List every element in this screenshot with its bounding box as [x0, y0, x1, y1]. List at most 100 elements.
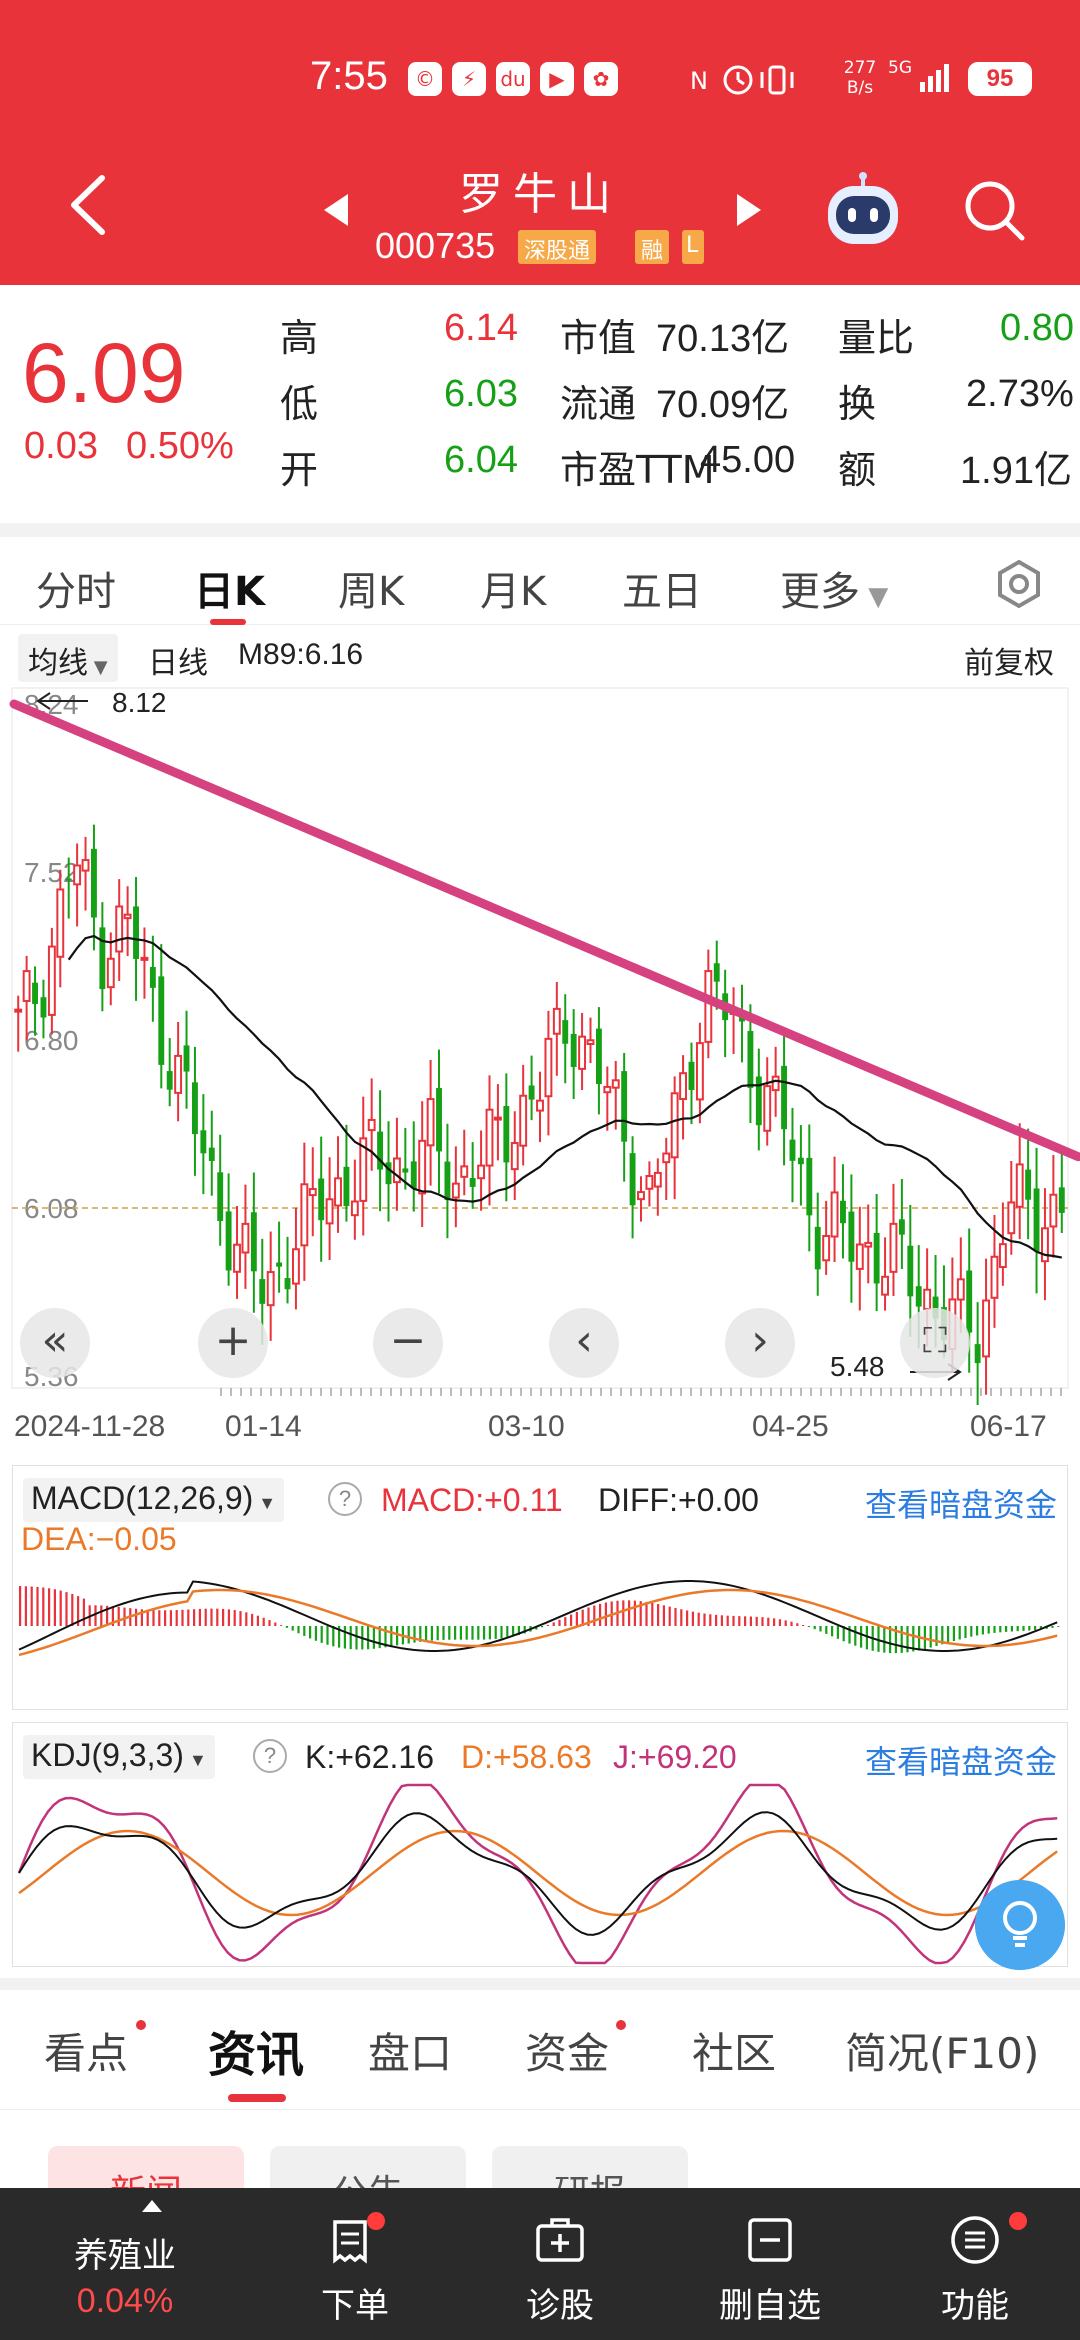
macd-bar [674, 1607, 677, 1626]
gear-icon[interactable] [994, 559, 1044, 609]
zoom-in-button[interactable]: + [198, 1308, 268, 1378]
tab-order-book[interactable]: 盘口 [368, 2029, 453, 2078]
candle-body [32, 982, 38, 1004]
adjust-mode[interactable]: 前复权 [964, 646, 1054, 681]
candle-body [259, 1279, 266, 1304]
zoom-out-button[interactable]: − [373, 1308, 443, 1378]
candle-body [1058, 1187, 1065, 1213]
help-icon[interactable]: ? [253, 1739, 287, 1773]
macd-bar [651, 1602, 654, 1626]
macd-bar [645, 1601, 648, 1626]
tab-intraday[interactable]: 分时 [36, 569, 116, 615]
battery-icon: 95 [968, 62, 1032, 96]
tab-weekly-k[interactable]: 周K [338, 569, 405, 615]
bottom-label: 功能 [941, 2286, 1009, 2326]
diagnose-icon [536, 2218, 584, 2262]
candle-body [670, 1092, 679, 1159]
tab-more[interactable]: 更多 ▼ [780, 559, 888, 617]
trend-line [9, 699, 1080, 1162]
diagnose-button[interactable]: 诊股 [490, 2212, 630, 2332]
quote-label: 高 [280, 316, 319, 360]
signal-icon [920, 64, 949, 92]
tab-capital-flow[interactable]: 资金 [525, 2029, 610, 2078]
subtab-research[interactable]: 研报 [492, 2146, 688, 2192]
dark-pool-link[interactable]: 查看暗盘资金 [864, 1743, 1057, 1781]
macd-bar [169, 1610, 172, 1626]
macd-bar [1016, 1626, 1019, 1632]
period-tabs: 分时 日K 周K 月K 五日 更多 ▼ [0, 539, 1080, 625]
tab-highlights[interactable]: 看点 [44, 2029, 129, 2078]
help-icon[interactable]: ? [328, 1482, 362, 1516]
tab-news[interactable]: 资讯 [208, 2027, 305, 2083]
macd-bar [552, 1622, 555, 1626]
subtab-news[interactable]: 新闻 [48, 2146, 244, 2192]
macd-bar [570, 1614, 573, 1626]
scroll-to-start-button[interactable]: « [20, 1308, 90, 1378]
macd-bar [1034, 1626, 1037, 1631]
sector-button[interactable]: 养殖业 0.04% [30, 2188, 220, 2340]
macd-bar [71, 1593, 74, 1626]
prev-stock-icon[interactable] [320, 190, 350, 230]
candle-body [276, 1262, 283, 1267]
tab-community[interactable]: 社区 [692, 2029, 777, 2078]
macd-panel: MACD(12,26,9) ▼ ? MACD:+0.11 DIFF:+0.00 … [12, 1465, 1068, 1710]
fullscreen-button[interactable]: ⛶ [900, 1308, 970, 1378]
notification-dot [367, 2212, 385, 2230]
candle-body [982, 1299, 990, 1358]
dark-pool-link[interactable]: 查看暗盘资金 [864, 1486, 1057, 1524]
macd-bar [106, 1605, 109, 1626]
candle-body [318, 1178, 325, 1221]
candle-body [91, 848, 97, 918]
subtab-announcements[interactable]: 公告 [270, 2146, 466, 2192]
search-icon[interactable] [960, 176, 1028, 244]
app-notify-icon: ⚡ [452, 62, 486, 96]
macd-bar [77, 1596, 80, 1626]
macd-bar [111, 1606, 114, 1626]
tab-five-day[interactable]: 五日 [622, 569, 702, 615]
candle-body [191, 1082, 198, 1135]
macd-bar [222, 1608, 225, 1626]
macd-bar [413, 1626, 416, 1643]
macd-bar [285, 1626, 288, 1628]
macd-bar [343, 1626, 346, 1649]
candle-body [444, 1161, 451, 1201]
line-type-label: 日线 [148, 646, 208, 681]
macd-bar [1010, 1626, 1013, 1632]
kline-chart[interactable]: 8.247.526.806.085.36 8.12 5.48 2024-11-2… [0, 686, 1080, 1456]
macd-bar [993, 1626, 996, 1633]
macd-selector[interactable]: MACD(12,26,9) ▼ [23, 1478, 285, 1522]
macd-bar [999, 1626, 1002, 1633]
macd-bar [181, 1609, 184, 1626]
macd-bar [367, 1626, 370, 1650]
candle-body [855, 1243, 864, 1270]
macd-bar [245, 1612, 248, 1626]
macd-bar [152, 1610, 155, 1626]
tab-profile-f10[interactable]: 简况(F10) [845, 2029, 1040, 2078]
pan-left-button[interactable]: ‹ [549, 1308, 619, 1378]
macd-bar [210, 1608, 213, 1626]
macd-bar [384, 1626, 387, 1648]
quote-label: 市值 [560, 316, 637, 360]
back-icon[interactable] [62, 170, 122, 240]
ma-select[interactable]: 均线 ▼ [18, 634, 118, 682]
macd-bar [564, 1617, 567, 1626]
ma-select-label: 均线 [28, 646, 88, 681]
pan-right-button[interactable]: › [725, 1308, 795, 1378]
macd-bar [604, 1602, 607, 1626]
tab-daily-k[interactable]: 日K [194, 569, 265, 615]
macd-bar [831, 1626, 834, 1637]
tab-monthly-k[interactable]: 月K [480, 569, 547, 615]
robot-assistant-icon[interactable] [822, 172, 904, 248]
kdj-selector[interactable]: KDJ(9,3,3) ▼ [23, 1735, 215, 1779]
x-tick-label: 2024-11-28 [14, 1410, 165, 1443]
macd-bar [720, 1615, 723, 1626]
candle-body [284, 1278, 291, 1290]
functions-button[interactable]: 功能 [905, 2212, 1045, 2332]
remove-watchlist-button[interactable]: 删自选 [700, 2212, 840, 2332]
place-order-button[interactable]: 下单 [285, 2212, 425, 2332]
price-change: 0.03 [24, 425, 98, 467]
next-stock-icon[interactable] [735, 190, 765, 230]
macd-bar [807, 1626, 810, 1628]
macd-bar [970, 1626, 973, 1637]
lightbulb-icon[interactable] [975, 1880, 1065, 1970]
